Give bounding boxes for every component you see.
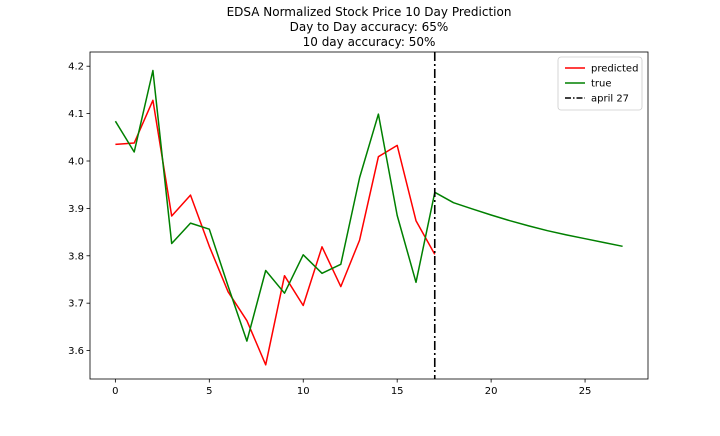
x-tick-label: 20 — [485, 386, 498, 397]
y-tick-label: 4.2 — [68, 62, 84, 73]
x-tick-label: 10 — [297, 386, 310, 397]
legend-box — [557, 56, 643, 111]
y-tick-label: 3.8 — [68, 251, 84, 262]
chart-title: EDSA Normalized Stock Price 10 Day Predi… — [227, 5, 512, 19]
legend-label: predicted — [591, 64, 638, 75]
chart-subtitle-line-1: Day to Day accuracy: 65% — [290, 20, 449, 34]
axes-frame — [89, 51, 649, 380]
series-line-true — [114, 69, 623, 342]
plot-area: 0 5 10 15 20 25 3.6 3.7 3.8 3.9 4.0 4.1 4.2 — [68, 51, 649, 397]
x-tick-label: 15 — [391, 386, 404, 397]
legend-label: true — [591, 79, 612, 90]
legend: predicted true april 27 — [557, 56, 643, 111]
y-tick-label: 3.6 — [68, 346, 84, 357]
y-tick-label: 3.9 — [68, 204, 84, 215]
y-tick-label: 3.7 — [68, 299, 84, 310]
y-tick-label: 4.1 — [68, 109, 84, 120]
chart-subtitle-line-2: 10 day accuracy: 50% — [303, 35, 436, 49]
x-tick-label: 0 — [112, 386, 118, 397]
y-tick-label: 4.0 — [68, 157, 84, 168]
legend-label: april 27 — [591, 94, 629, 105]
series-line-predicted — [115, 99, 436, 366]
x-tick-label: 25 — [579, 386, 592, 397]
x-tick-label: 5 — [206, 386, 212, 397]
